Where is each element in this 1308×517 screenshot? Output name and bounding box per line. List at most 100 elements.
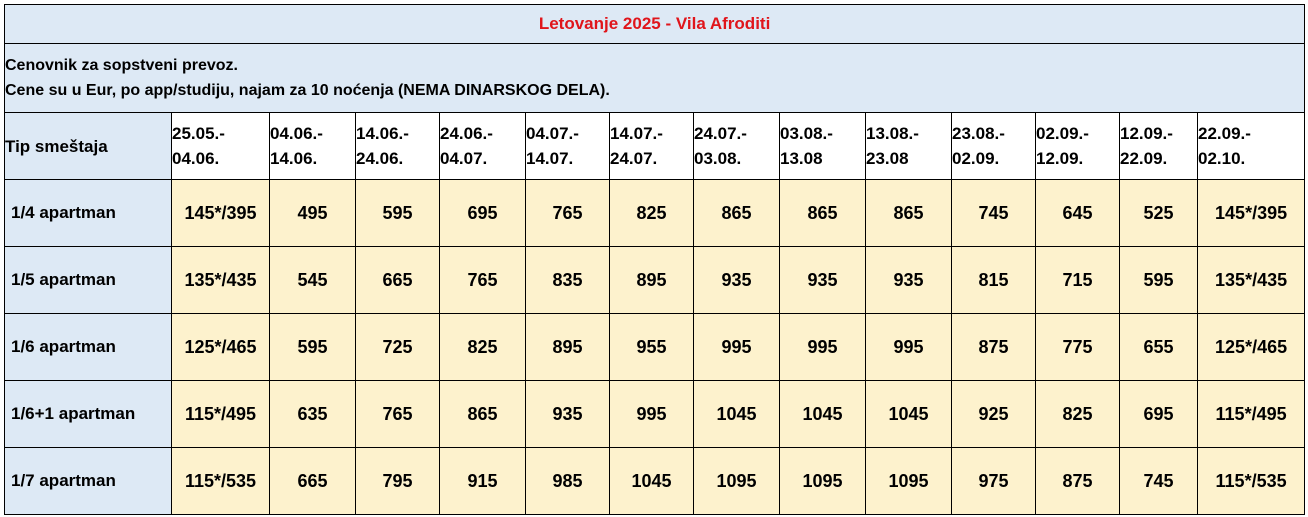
period-from: 14.06.-	[356, 124, 409, 143]
period-header: 14.06.- 24.06.	[355, 112, 440, 180]
price-cell: 995	[609, 380, 694, 448]
period-header: 04.06.- 14.06.	[269, 112, 356, 180]
price-cell: 1045	[865, 380, 952, 448]
table-row: 1/7 apartman 115*/535 665 795 915 985 1045 1095…	[4, 447, 1306, 515]
header-row: Tip smeštaja 25.05.- 04.06. 04.06.- 14.06.…	[4, 112, 1306, 180]
price-cell: 145*/395	[171, 179, 270, 247]
price-cell: 935	[865, 246, 952, 314]
period-to: 13.08	[780, 149, 823, 168]
period-to: 23.08	[866, 149, 909, 168]
price-cell: 715	[1035, 246, 1120, 314]
price-cell: 1045	[693, 380, 780, 448]
period-to: 02.09.	[952, 149, 1000, 168]
price-cell: 1095	[865, 447, 952, 515]
price-cell: 135*/435	[171, 246, 270, 314]
period-from: 12.09.-	[1120, 124, 1173, 143]
table-row: 1/6 apartman 125*/465 595 725 825 895 955 995 99…	[4, 313, 1306, 381]
note-line: Cenovnik za sopstveni prevoz.	[5, 57, 238, 74]
period-to: 12.09.	[1036, 149, 1084, 168]
price-cell: 635	[269, 380, 356, 448]
period-header: 22.09.- 02.10.	[1196, 112, 1306, 180]
price-cell: 145*/395	[1196, 179, 1306, 247]
price-cell: 865	[439, 380, 526, 448]
period-to: 14.06.	[270, 149, 318, 168]
price-cell: 975	[951, 447, 1036, 515]
price-cell: 695	[1119, 380, 1198, 448]
price-cell: 115*/535	[1196, 447, 1306, 515]
period-header: 23.08.- 02.09.	[951, 112, 1036, 180]
accommodation-type-cell: 1/6+1 apartman	[4, 380, 172, 448]
price-cell: 745	[951, 179, 1036, 247]
period-from: 24.06.-	[440, 124, 493, 143]
price-cell: 115*/535	[171, 447, 270, 515]
period-from: 22.09.-	[1198, 124, 1251, 143]
price-table: Letovanje 2025 - Vila Afroditi Cenovnik …	[3, 4, 1306, 515]
period-header: 02.09.- 12.09.	[1035, 112, 1120, 180]
price-cell: 935	[525, 380, 610, 448]
price-cell: 775	[1035, 313, 1120, 381]
price-cell: 935	[779, 246, 866, 314]
period-from: 02.09.-	[1036, 124, 1089, 143]
price-cell: 655	[1119, 313, 1198, 381]
period-to: 02.10.	[1198, 149, 1246, 168]
price-cell: 1045	[609, 447, 694, 515]
price-cell: 995	[865, 313, 952, 381]
period-to: 14.07.	[526, 149, 574, 168]
accommodation-type-cell: 1/4 apartman	[4, 179, 172, 247]
period-from: 03.08.-	[780, 124, 833, 143]
price-cell: 865	[779, 179, 866, 247]
price-cell: 895	[609, 246, 694, 314]
price-cell: 665	[355, 246, 440, 314]
period-to: 24.07.	[610, 149, 658, 168]
period-to: 24.06.	[356, 149, 404, 168]
price-cell: 1045	[779, 380, 866, 448]
period-from: 25.05.-	[172, 124, 225, 143]
price-cell: 915	[439, 447, 526, 515]
period-from: 14.07.-	[610, 124, 663, 143]
period-to: 04.06.	[172, 149, 220, 168]
price-cell: 495	[269, 179, 356, 247]
price-cell: 765	[525, 179, 610, 247]
price-cell: 955	[609, 313, 694, 381]
price-cell: 925	[951, 380, 1036, 448]
note-row: Cenovnik za sopstveni prevoz. Cene su u …	[3, 43, 1306, 113]
price-cell: 595	[269, 313, 356, 381]
price-cell: 765	[355, 380, 440, 448]
period-header: 24.07.- 03.08.	[693, 112, 780, 180]
period-header: 03.08.- 13.08	[779, 112, 866, 180]
period-from: 04.06.-	[270, 124, 323, 143]
price-cell: 595	[355, 179, 440, 247]
price-cell: 745	[1119, 447, 1198, 515]
price-cell: 815	[951, 246, 1036, 314]
note-line: Cene su u Eur, po app/studiju, najam za …	[5, 82, 610, 99]
price-rows: 1/4 apartman 145*/395 495 595 695 765 825 865 86…	[4, 179, 1306, 515]
price-cell: 825	[439, 313, 526, 381]
accommodation-type-cell: 1/6 apartman	[4, 313, 172, 381]
price-cell: 825	[609, 179, 694, 247]
price-cell: 995	[779, 313, 866, 381]
price-cell: 795	[355, 447, 440, 515]
price-cell: 525	[1119, 179, 1198, 247]
price-cell: 995	[693, 313, 780, 381]
table-row: 1/5 apartman 135*/435 545 665 765 835 895 935 93…	[4, 246, 1306, 314]
period-from: 04.07.-	[526, 124, 579, 143]
price-cell: 115*/495	[1196, 380, 1306, 448]
period-header: 13.08.- 23.08	[865, 112, 952, 180]
price-cell: 595	[1119, 246, 1198, 314]
price-notes: Cenovnik za sopstveni prevoz. Cene su u …	[3, 43, 1306, 113]
period-header: 25.05.- 04.06.	[171, 112, 270, 180]
period-from: 24.07.-	[694, 124, 747, 143]
price-cell: 895	[525, 313, 610, 381]
price-cell: 1095	[693, 447, 780, 515]
price-cell: 865	[865, 179, 952, 247]
price-cell: 865	[693, 179, 780, 247]
price-cell: 125*/465	[1196, 313, 1306, 381]
period-to: 04.07.	[440, 149, 488, 168]
accommodation-type-cell: 1/7 apartman	[4, 447, 172, 515]
period-to: 03.08.	[694, 149, 742, 168]
price-cell: 135*/435	[1196, 246, 1306, 314]
title-row: Letovanje 2025 - Vila Afroditi	[3, 4, 1306, 44]
period-header: 24.06.- 04.07.	[439, 112, 526, 180]
price-cell: 875	[1035, 447, 1120, 515]
accommodation-type-header: Tip smeštaja	[4, 112, 172, 180]
